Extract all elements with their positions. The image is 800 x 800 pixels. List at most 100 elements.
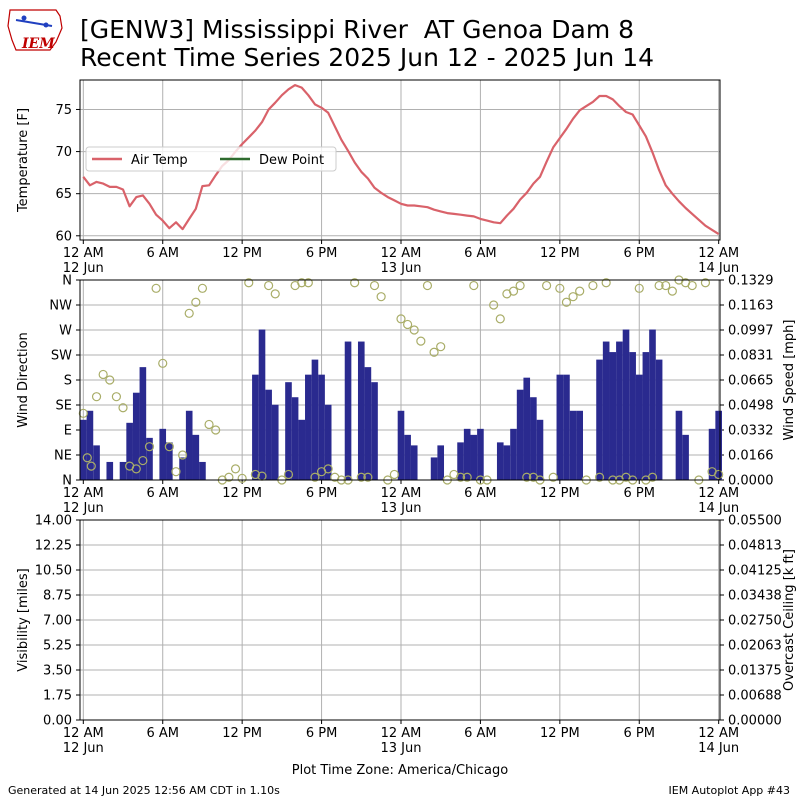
wind-speed-bar	[576, 410, 583, 480]
wind-direction-point	[177, 450, 188, 460]
wind-direction-point	[396, 314, 406, 324]
y2-tick-label: 0.1163	[728, 299, 774, 314]
wind-speed-bar	[265, 389, 272, 480]
wind-speed-bar	[477, 428, 484, 480]
wind-direction-point	[283, 469, 294, 480]
wind-direction-point	[541, 280, 552, 291]
wind-speed-bar	[596, 359, 603, 480]
y-tick-label: E	[64, 424, 72, 439]
y2-tick-label: 0.0665	[728, 374, 774, 389]
wind-speed-bar	[371, 382, 378, 480]
x-tick-label: 6 PM	[624, 726, 655, 741]
wind-direction-point	[416, 336, 426, 346]
wind-direction-point	[389, 469, 399, 480]
x-tick-label: 12 PM	[540, 486, 580, 501]
y-axis-label: Temperature [F]	[16, 108, 31, 213]
x-tick-label: 6 PM	[624, 486, 655, 501]
wind-direction-point	[469, 280, 479, 291]
x-tick-label: 6 AM	[464, 246, 497, 261]
wind-speed-bar	[324, 404, 332, 480]
y2-tick-label: 0.04813	[728, 539, 782, 554]
wind-speed-bar	[404, 434, 411, 480]
wind-direction-point	[244, 278, 254, 288]
legend: Air Temp Dew Point	[85, 146, 337, 172]
x-tick-label: 6 AM	[146, 246, 179, 261]
wind-direction-point	[144, 442, 155, 452]
x-tick-date-label: 13 Jun	[380, 501, 421, 516]
chart-title-line1: [GENW3] Mississippi River AT Genoa Dam 8	[80, 15, 635, 44]
y2-axis-label: Overcast Ceiling [k ft]	[782, 549, 797, 691]
wind-direction-point	[197, 283, 208, 293]
y-tick-label: 10.50	[35, 564, 72, 579]
wind-speed-bar	[132, 392, 140, 480]
wind-speed-bar	[146, 437, 153, 480]
y-axis-label: Visibility [miles]	[16, 568, 31, 671]
wind-direction-point	[522, 472, 532, 482]
wind-speed-bar	[410, 445, 418, 480]
wind-direction-point	[111, 392, 122, 402]
y-tick-label: 8.75	[43, 589, 72, 604]
y-tick-label: 65	[55, 187, 72, 202]
y-tick-label: 14.00	[35, 514, 72, 529]
wind-speed-bar	[311, 359, 319, 480]
wind-speed-bar	[179, 457, 186, 480]
chart-title-line2: Recent Time Series 2025 Jun 12 - 2025 Ju…	[80, 43, 654, 72]
wind-direction-point	[297, 278, 307, 288]
x-tick-label: 12 PM	[540, 726, 580, 741]
y-tick-label: SE	[56, 399, 72, 414]
wind-speed-bar	[199, 461, 206, 480]
wind-speed-bar	[185, 410, 193, 480]
y-tick-label: 70	[55, 145, 72, 160]
wind-direction-point	[601, 278, 611, 288]
wind-speed-bar	[510, 428, 517, 480]
wind-direction-point	[237, 473, 247, 483]
x-tick-date-label: 12 Jun	[63, 741, 104, 756]
wind-speed-bar	[271, 404, 279, 480]
wind-direction-point	[191, 297, 201, 307]
y2-tick-label: 0.0997	[728, 324, 774, 339]
visibility-panel: 0.00 1.75 3.50 5.25 7.00 8.75 10.50 12.25 14.00 0…	[16, 514, 797, 757]
x-tick-label: 12 PM	[540, 246, 580, 261]
wind-speed-bar	[139, 367, 147, 480]
y-tick-label: 7.00	[43, 614, 72, 629]
wind-speed-bar	[430, 457, 438, 480]
y2-tick-label: 0.0000	[728, 474, 774, 489]
wind-direction-point	[270, 289, 280, 299]
wind-direction-point	[429, 347, 439, 357]
wind-speed-bar	[682, 434, 689, 480]
plot-frame	[79, 79, 721, 241]
app-id-text: IEM Autoplot App #43	[668, 784, 791, 797]
x-tick-label: 12 AM	[63, 246, 104, 261]
wind-direction-point	[634, 283, 644, 293]
wind-direction-point	[575, 286, 585, 296]
air-temp-line	[82, 83, 720, 236]
wind-speed-bar	[119, 461, 127, 480]
wind-direction-point	[568, 292, 578, 302]
wind-speed-bar	[609, 352, 617, 480]
wind-direction-point	[151, 283, 161, 293]
wind-direction-point	[118, 403, 128, 413]
wind-speed-bar	[470, 434, 478, 480]
y2-tick-label: 0.05500	[728, 514, 782, 529]
wind-direction-point	[184, 308, 194, 318]
wind-direction-point	[667, 286, 677, 296]
wind-direction-point	[687, 280, 697, 291]
y-tick-label: N	[62, 474, 72, 489]
wind-speed-bar	[503, 445, 511, 480]
wind-speed-bar	[642, 352, 650, 480]
plot-frame	[79, 519, 721, 721]
wind-speed-bar	[258, 329, 266, 480]
wind-speed-bar	[523, 377, 531, 480]
wind-speed-bar	[629, 352, 636, 480]
wind-speed-bar	[437, 445, 445, 480]
x-tick-label: 6 AM	[464, 726, 497, 741]
wind-direction-point	[164, 442, 174, 452]
wind-speed-bar	[159, 428, 167, 480]
wind-speed-bar	[364, 367, 372, 480]
wind-speed-bar	[536, 419, 544, 480]
y2-tick-label: 0.04125	[728, 564, 782, 579]
wind-direction-point	[224, 472, 234, 482]
y-tick-label: 60	[55, 229, 72, 244]
wind-direction-point	[647, 472, 658, 482]
